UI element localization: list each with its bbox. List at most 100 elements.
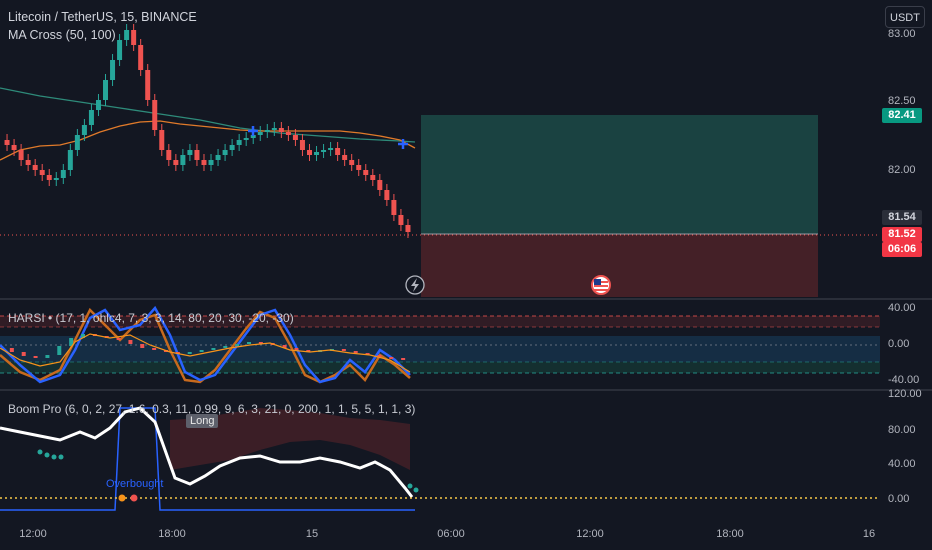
pane-separator-1[interactable] <box>0 298 932 300</box>
candle-body <box>138 45 144 70</box>
harsi-ob-band <box>0 316 880 327</box>
candle-body <box>46 175 52 180</box>
candle-body <box>159 130 165 150</box>
harsi-ytick: -40.00 <box>888 374 920 386</box>
candle-body <box>229 145 235 150</box>
time-tick: 06:00 <box>437 528 465 540</box>
currency-button[interactable]: USDT <box>885 6 925 28</box>
harsi-candle <box>401 358 406 360</box>
harsi-candle <box>211 348 216 350</box>
candle-body <box>187 150 193 155</box>
candle-body <box>271 128 277 130</box>
candle-body <box>11 145 17 150</box>
candle-body <box>131 30 137 45</box>
harsi-label[interactable]: HARSI • (17, 1, ohlc4, 7, 3, 3, 14, 80, … <box>8 311 294 325</box>
candle-body <box>201 160 207 165</box>
harsi-candle <box>81 334 85 338</box>
profit-zone[interactable] <box>421 115 818 234</box>
main-ytick: 82.50 <box>888 95 916 107</box>
harsi-candle <box>377 355 382 357</box>
candle-body <box>222 150 228 155</box>
us-flag-icon[interactable] <box>591 275 611 295</box>
lightning-icon[interactable] <box>405 275 425 295</box>
boom-ytick: 40.00 <box>888 458 916 470</box>
candle-body <box>60 170 66 178</box>
harsi-candle <box>57 346 62 355</box>
candle-body <box>25 160 31 165</box>
candle-body <box>110 60 116 80</box>
candle-body <box>173 160 179 165</box>
candle-body <box>328 148 334 150</box>
price-candles[interactable] <box>4 24 411 238</box>
boom-ytick: 120.00 <box>888 388 922 400</box>
candle-body <box>103 80 109 100</box>
harsi-candle <box>365 353 370 355</box>
main-ytick: 82.00 <box>888 164 916 176</box>
candle-body <box>152 100 158 130</box>
harsi-mid-band <box>0 336 880 362</box>
candle-body <box>285 132 291 135</box>
candle-body <box>335 148 341 155</box>
harsi-candle <box>69 338 74 346</box>
candle-body <box>264 130 270 132</box>
time-tick: 15 <box>305 528 319 540</box>
harsi-ytick: 0.00 <box>888 338 910 350</box>
harsi-candles <box>9 334 406 360</box>
candle-body <box>250 135 256 138</box>
candle-body <box>370 175 376 180</box>
harsi-candle <box>353 351 358 353</box>
candle-body <box>81 125 87 135</box>
boom-label[interactable]: Boom Pro (6, 0, 2, 27, 1.6, 0.3, 11, 0.9… <box>8 402 416 416</box>
time-tick: 16 <box>862 528 876 540</box>
harsi-candle <box>341 349 346 351</box>
harsi-candle <box>223 346 228 348</box>
candle-body <box>398 215 404 225</box>
harsi-candle <box>235 344 240 346</box>
boom-signal-line <box>0 406 414 498</box>
ma-slow-line <box>0 87 416 143</box>
current-price-tag: 81.52 <box>882 227 922 242</box>
harsi-candle <box>9 348 14 352</box>
harsi-os-band <box>0 362 880 373</box>
candle-body <box>363 170 369 175</box>
ma-cross-label[interactable]: MA Cross (50, 100) <box>8 28 116 42</box>
pane-separator-2[interactable] <box>0 389 932 391</box>
candle-body <box>384 190 390 200</box>
candle-body <box>145 70 151 100</box>
harsi-candle <box>306 350 311 352</box>
target-price-tag: 82.41 <box>882 108 922 123</box>
time-tick: 12:00 <box>19 528 47 540</box>
harsi-candle <box>247 342 251 344</box>
candle-body <box>243 138 249 140</box>
harsi-candle <box>45 355 50 358</box>
candle-body <box>306 150 312 155</box>
symbol-title[interactable]: Litecoin / TetherUS, 15, BINANCE <box>8 10 197 24</box>
boom-dots <box>37 449 419 502</box>
time-tick: 12:00 <box>576 528 604 540</box>
candle-body <box>124 30 130 40</box>
harsi-candle <box>389 357 394 359</box>
candle-body <box>117 40 123 60</box>
candle-body <box>356 165 362 170</box>
time-tick: 18:00 <box>716 528 744 540</box>
candle-body <box>166 150 172 160</box>
harsi-candle <box>258 342 263 344</box>
harsi-candle <box>116 338 121 340</box>
candle-body <box>257 132 263 135</box>
last-price-tag: 81.54 <box>882 210 922 225</box>
boom-ytick: 0.00 <box>888 493 910 505</box>
harsi-candle <box>33 356 38 358</box>
harsi-rsi-line <box>0 333 411 373</box>
boom-ytick: 80.00 <box>888 424 916 436</box>
boom-band <box>170 408 410 470</box>
candle-body <box>88 110 94 125</box>
harsi-candle <box>294 348 299 350</box>
candle-body <box>321 150 327 152</box>
candle-body <box>215 155 221 160</box>
loss-zone[interactable] <box>421 234 818 297</box>
candle-body <box>208 160 214 165</box>
ma-cross-marker <box>248 126 408 149</box>
candle-body <box>236 140 242 145</box>
candle-body <box>349 160 355 165</box>
